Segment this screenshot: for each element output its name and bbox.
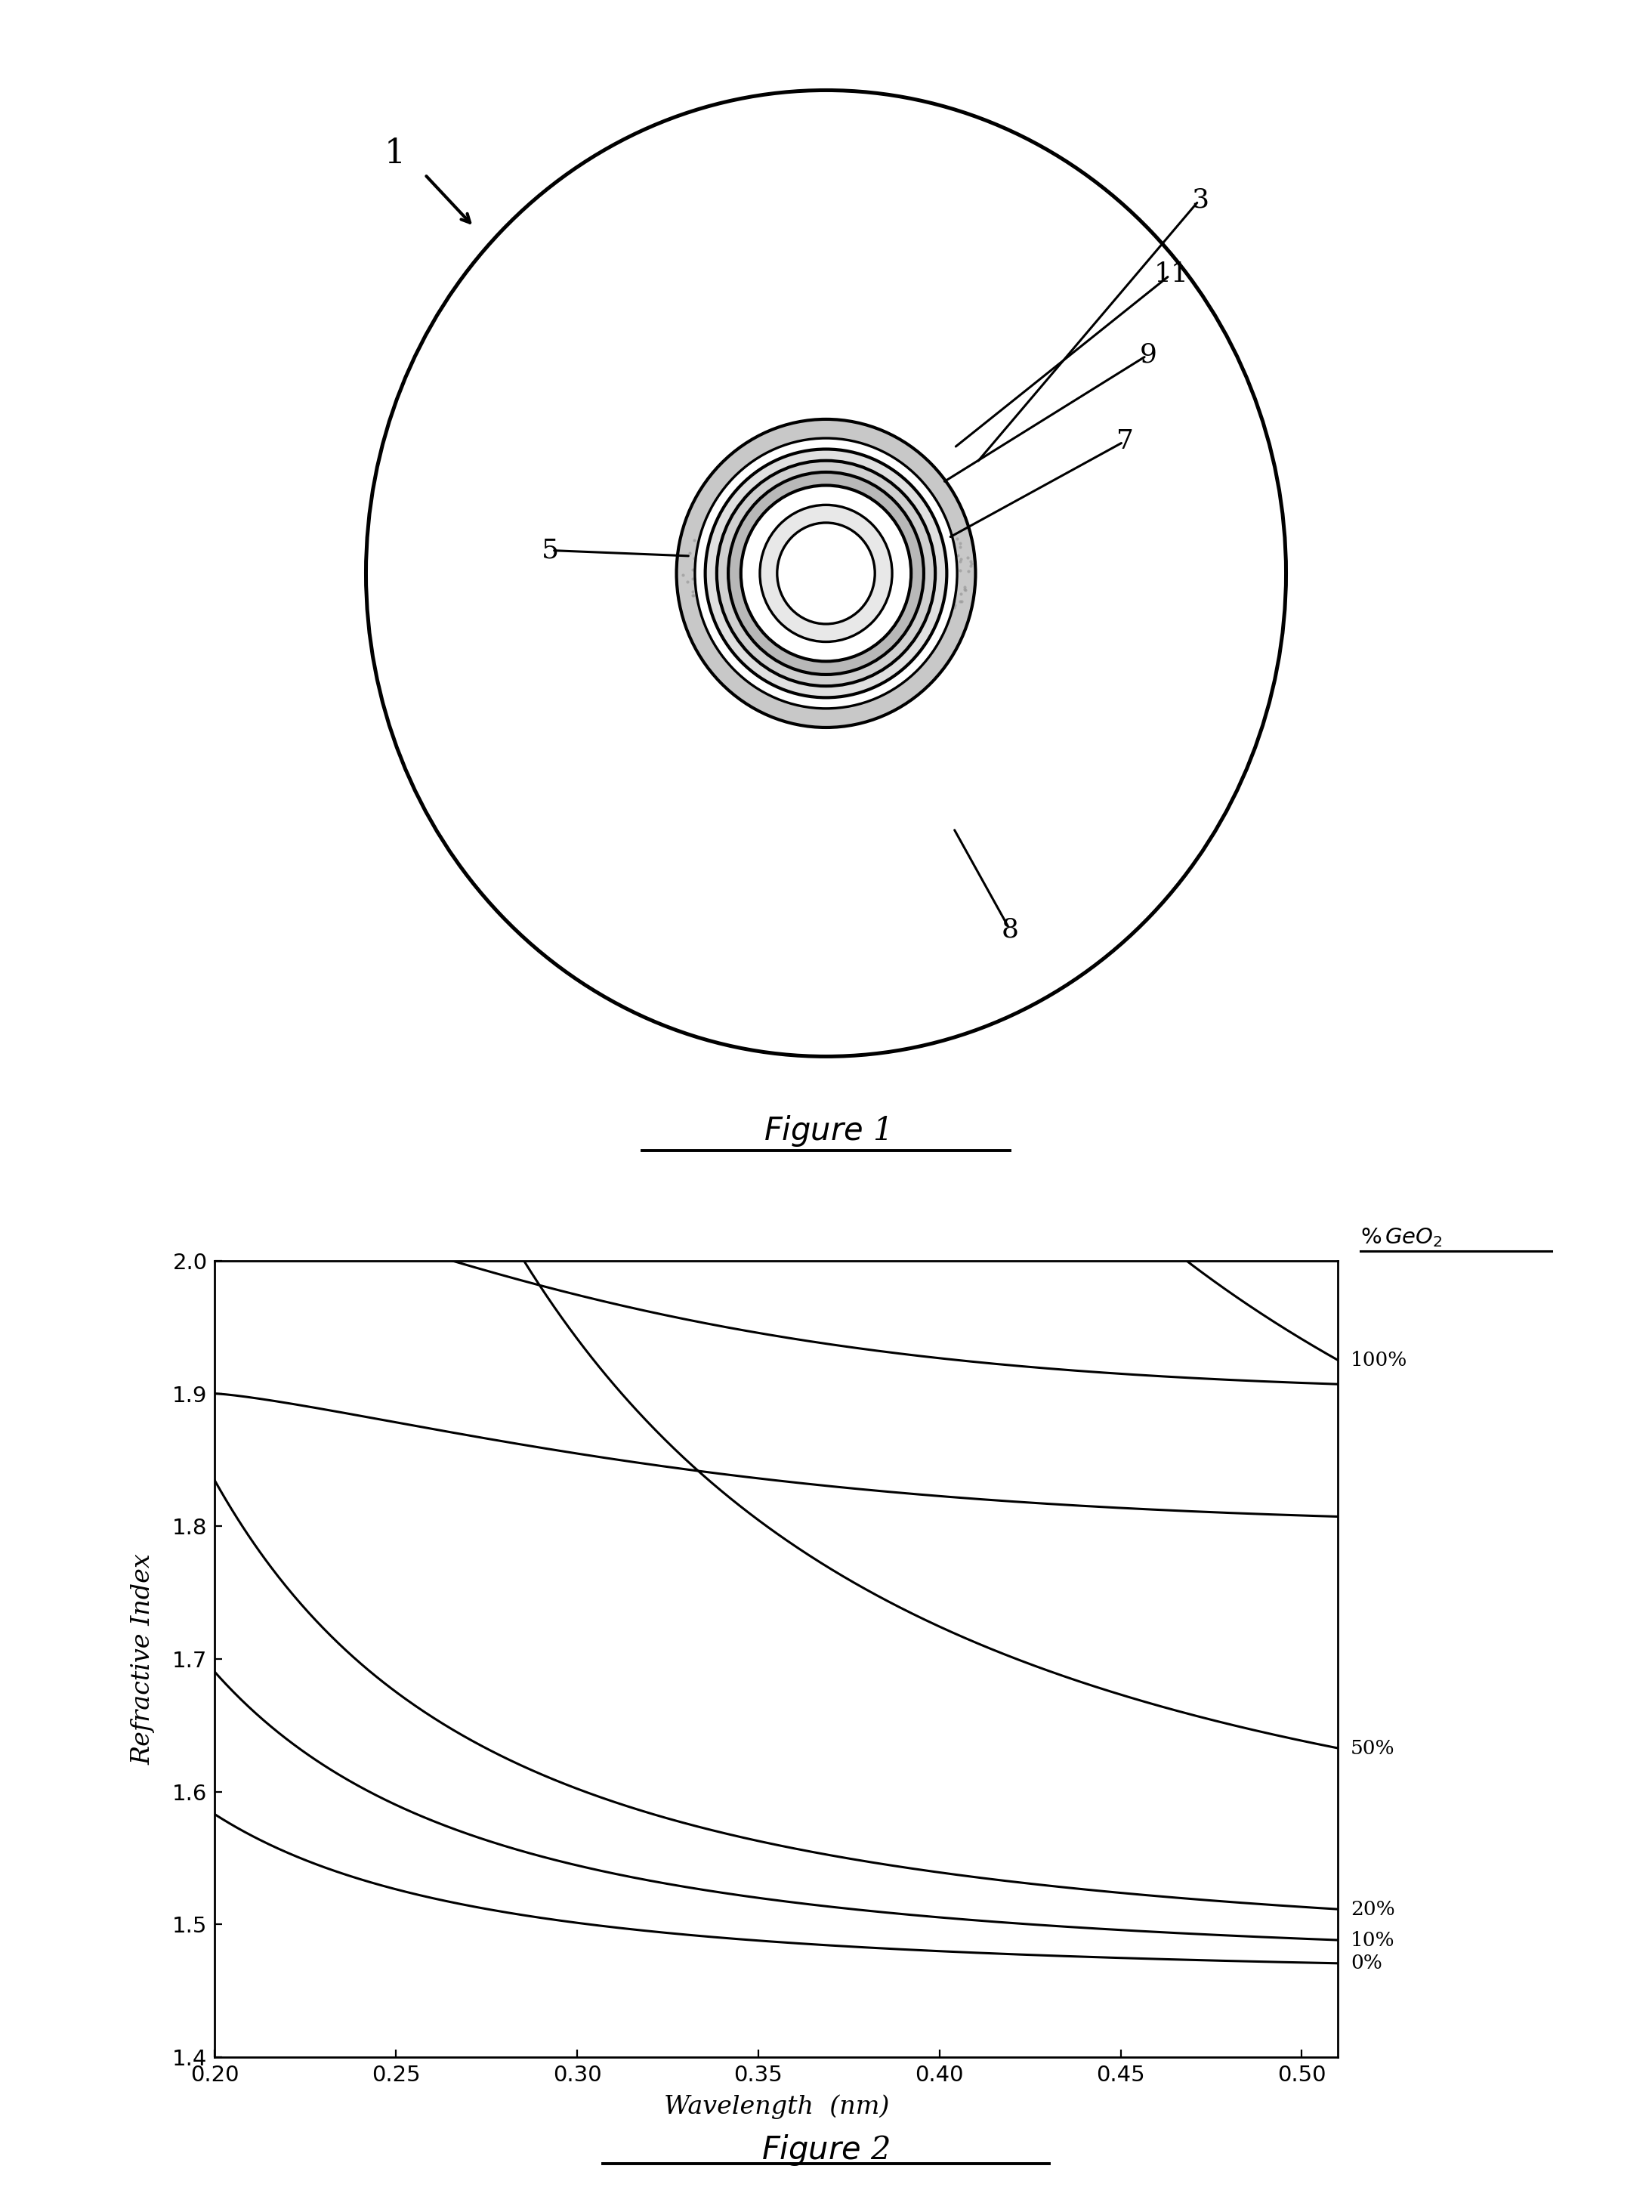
Text: 0%: 0% xyxy=(1351,1953,1383,1973)
Ellipse shape xyxy=(740,484,912,661)
Ellipse shape xyxy=(676,420,976,728)
Ellipse shape xyxy=(695,438,957,708)
Text: 5: 5 xyxy=(542,538,558,564)
X-axis label: Wavelength  (nm): Wavelength (nm) xyxy=(664,2095,889,2119)
Ellipse shape xyxy=(776,522,876,624)
Y-axis label: Refractive Index: Refractive Index xyxy=(131,1553,155,1765)
Ellipse shape xyxy=(760,504,892,641)
Ellipse shape xyxy=(717,460,935,686)
Text: $\mathit{Figure}$ 2: $\mathit{Figure}$ 2 xyxy=(762,2132,890,2168)
Text: 8: 8 xyxy=(1001,918,1019,942)
Text: 3: 3 xyxy=(1191,186,1209,212)
Text: 10%: 10% xyxy=(1351,1931,1394,1949)
Text: 50%: 50% xyxy=(1351,1739,1394,1759)
Ellipse shape xyxy=(729,471,923,675)
Text: $\mathit{Figure}$ 1: $\mathit{Figure}$ 1 xyxy=(763,1115,889,1148)
Text: 1: 1 xyxy=(383,137,405,170)
Text: 20%: 20% xyxy=(1351,1900,1394,1918)
Text: 11: 11 xyxy=(1153,261,1188,288)
Text: 9: 9 xyxy=(1140,343,1156,367)
Text: 7: 7 xyxy=(1117,429,1133,453)
Text: 100%: 100% xyxy=(1351,1352,1408,1369)
Text: $\%\,GeO_2$: $\%\,GeO_2$ xyxy=(1361,1225,1442,1250)
Ellipse shape xyxy=(705,449,947,697)
